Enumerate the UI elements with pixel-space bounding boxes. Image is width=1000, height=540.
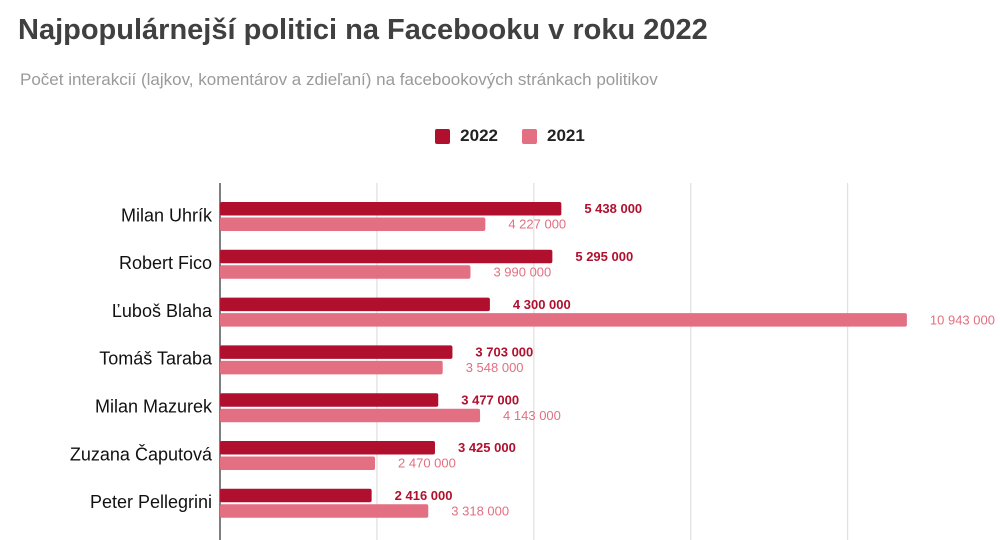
category-label: Milan Mazurek — [95, 396, 213, 416]
bar-2022 — [220, 441, 435, 455]
legend-item-2022[interactable]: 2022 — [435, 126, 498, 146]
bar-2021 — [220, 408, 481, 423]
bar-2021 — [220, 265, 471, 279]
legend-swatch-2021 — [522, 128, 537, 144]
data-label-2022: 3 703 000 — [475, 345, 533, 360]
bar-2021 — [220, 217, 486, 231]
category-label: Robert Fico — [119, 253, 212, 273]
bar-2022 — [220, 297, 490, 312]
bar-2021 — [220, 360, 443, 375]
bar-2021 — [220, 456, 376, 470]
data-label-2022: 3 477 000 — [461, 392, 519, 407]
data-label-2021: 3 318 000 — [451, 503, 509, 518]
chart-title: Najpopulárnejší politici na Facebooku v … — [18, 14, 708, 46]
chart-subtitle: Počet interakcií (lajkov, komentárov a z… — [20, 70, 658, 89]
legend-item-2021[interactable]: 2021 — [522, 126, 585, 146]
data-label-2021: 3 548 000 — [466, 360, 524, 375]
data-label-2021: 4 227 000 — [508, 217, 566, 232]
category-label: Ľuboš Blaha — [112, 301, 213, 321]
data-label-2022: 5 295 000 — [575, 249, 633, 264]
bar-2021 — [220, 504, 429, 518]
bar-2022 — [220, 345, 453, 359]
data-label-2022: 4 300 000 — [513, 297, 571, 312]
data-label-2022: 2 416 000 — [395, 488, 453, 503]
data-label-2021: 10 943 000 — [930, 312, 995, 327]
category-label: Peter Pellegrini — [90, 492, 212, 512]
bar-2022 — [220, 249, 553, 264]
data-label-2022: 5 438 000 — [584, 201, 642, 216]
bar-2022 — [220, 488, 372, 503]
data-label-2021: 4 143 000 — [503, 408, 561, 423]
bar-2022 — [220, 202, 562, 216]
data-label-2021: 3 990 000 — [493, 264, 551, 279]
data-label-2022: 3 425 000 — [458, 440, 516, 455]
bar-2021 — [220, 313, 907, 327]
legend-label-2021: 2021 — [547, 126, 585, 145]
legend: 2022 2021 — [0, 126, 1000, 146]
category-label: Milan Uhrík — [121, 205, 213, 225]
data-label-2021: 2 470 000 — [398, 456, 456, 471]
bar-2022 — [220, 393, 439, 407]
legend-swatch-2022 — [435, 128, 451, 144]
category-label: Tomáš Taraba — [99, 349, 213, 369]
legend-label-2022: 2022 — [460, 126, 498, 145]
category-label: Zuzana Čaputová — [70, 443, 213, 464]
